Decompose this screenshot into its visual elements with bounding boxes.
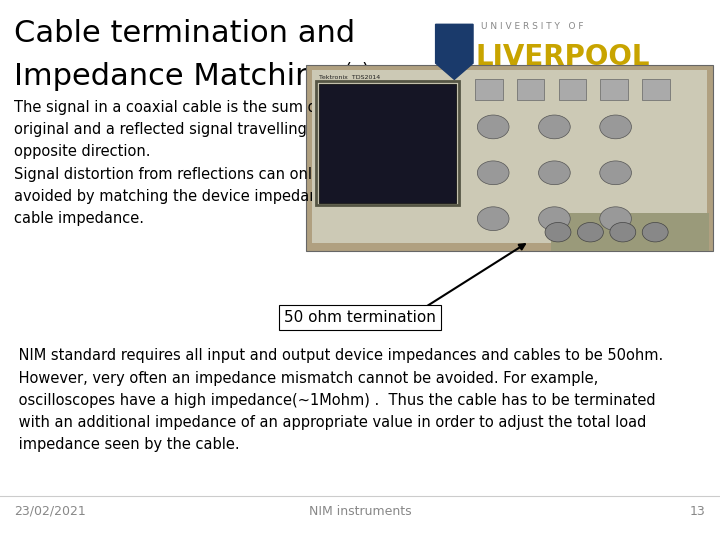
Text: Impedance Matching: Impedance Matching (14, 62, 334, 91)
FancyBboxPatch shape (559, 79, 586, 100)
Circle shape (477, 161, 509, 185)
Text: 13: 13 (690, 505, 706, 518)
Text: NIM instruments: NIM instruments (309, 505, 411, 518)
FancyBboxPatch shape (312, 70, 707, 243)
Circle shape (577, 222, 603, 242)
Circle shape (600, 161, 631, 185)
Circle shape (642, 222, 668, 242)
Circle shape (477, 115, 509, 139)
Text: (a): (a) (344, 62, 369, 80)
FancyBboxPatch shape (517, 79, 544, 100)
Circle shape (610, 222, 636, 242)
Polygon shape (436, 24, 473, 79)
Text: U N I V E R S I T Y   O F: U N I V E R S I T Y O F (481, 22, 583, 31)
Circle shape (539, 207, 570, 231)
FancyBboxPatch shape (551, 213, 709, 251)
Circle shape (539, 161, 570, 185)
FancyBboxPatch shape (642, 79, 670, 100)
FancyBboxPatch shape (319, 84, 456, 202)
Text: Tektronix  TDS2014: Tektronix TDS2014 (319, 75, 380, 79)
FancyBboxPatch shape (600, 79, 628, 100)
FancyBboxPatch shape (306, 65, 713, 251)
FancyBboxPatch shape (475, 79, 503, 100)
Circle shape (545, 222, 571, 242)
Text: LIVERPOOL: LIVERPOOL (475, 43, 649, 71)
Circle shape (539, 115, 570, 139)
Text: The signal in a coaxial cable is the sum of the
original and a reflected signal : The signal in a coaxial cable is the sum… (14, 100, 384, 226)
Circle shape (600, 207, 631, 231)
Text: Cable termination and: Cable termination and (14, 19, 356, 48)
Circle shape (477, 207, 509, 231)
Circle shape (600, 115, 631, 139)
Text: 50 ohm termination: 50 ohm termination (284, 310, 436, 325)
Text: 23/02/2021: 23/02/2021 (14, 505, 86, 518)
Text: NIM standard requires all input and output device impedances and cables to be 50: NIM standard requires all input and outp… (14, 348, 664, 452)
